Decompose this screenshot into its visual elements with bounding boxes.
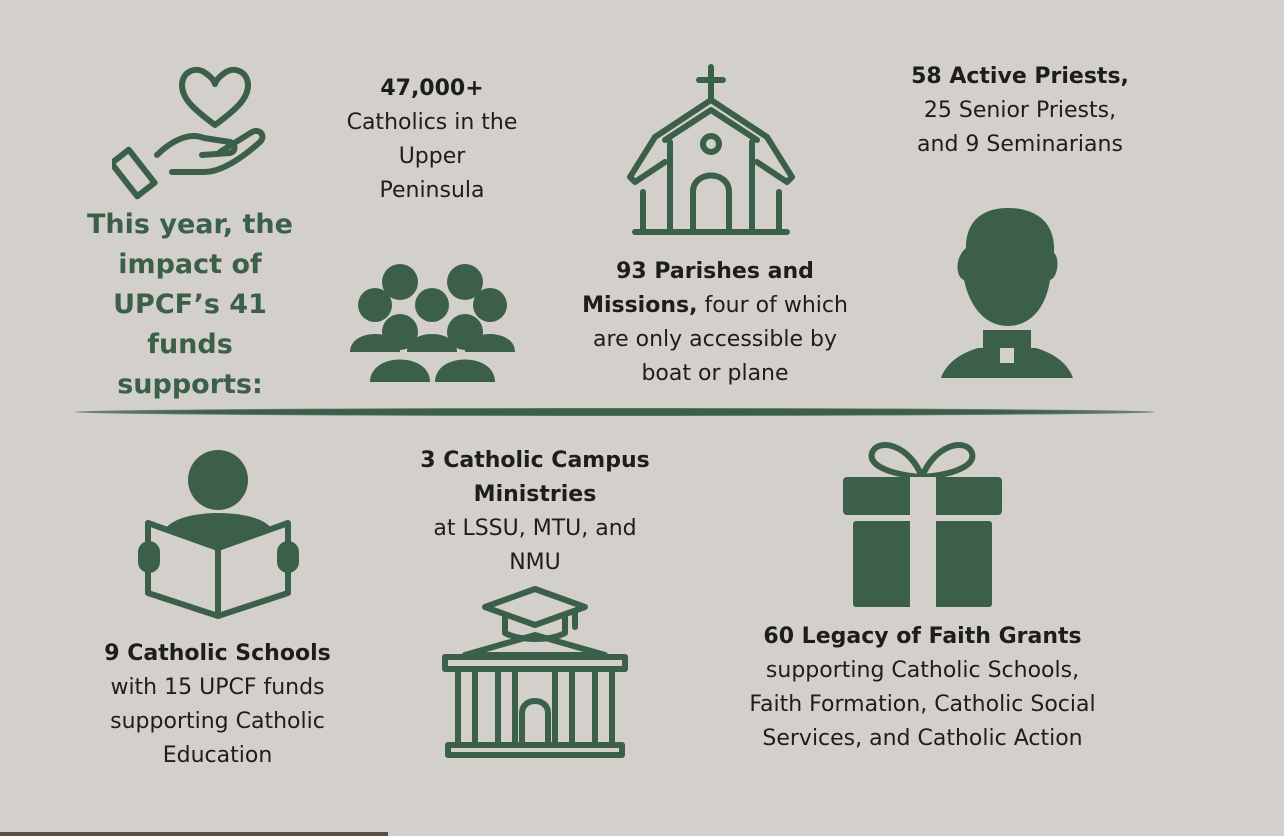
headline-line: UPCF’s 41 [113,289,267,320]
stat-text: are only accessible by [593,327,837,352]
stat-value: 3 Catholic Campus [420,448,650,473]
heart-hand-icon [112,66,266,200]
priests-stat: 58 Active Priests, 25 Senior Priests, an… [880,60,1160,162]
people-group-icon [350,264,515,382]
headline-line: impact of [118,249,262,280]
stat-text: NMU [509,550,561,575]
gift-icon [843,442,1002,607]
stat-text: supporting Catholic [110,709,325,734]
stat-text: boat or plane [641,361,789,386]
schools-stat: 9 Catholic Schools with 15 UPCF funds su… [75,637,360,773]
stat-text: with 15 UPCF funds [110,675,325,700]
stat-value: 58 Active Priests, [911,64,1129,89]
stat-text: Education [162,743,273,768]
headline-line: supports: [117,369,263,400]
stat-text: Peninsula [379,178,485,203]
stat-value: 9 Catholic Schools [104,641,331,666]
stat-text: and 9 Seminarians [917,132,1123,157]
headline-line: This year, the [87,209,293,240]
grants-stat: 60 Legacy of Faith Grants supporting Cat… [700,620,1145,756]
stat-text: Upper [398,144,466,169]
stat-text: 25 Senior Priests, [923,98,1117,123]
priest-icon [941,208,1073,378]
headline-line: funds [147,329,233,360]
stat-value: Missions, [582,293,698,318]
stat-text: at LSSU, MTU, and [433,516,637,541]
campus-stat: 3 Catholic Campus Ministries at LSSU, MT… [385,444,685,580]
headline: This year, the impact of UPCF’s 41 funds… [70,205,310,405]
stat-text: Faith Formation, Catholic Social [749,692,1096,717]
stat-value: 47,000+ [380,76,484,101]
stat-text: supporting Catholic Schools, [765,658,1080,683]
stat-value: 60 Legacy of Faith Grants [763,624,1082,649]
stat-text: Services, and Catholic Action [762,726,1083,751]
stat-text: four of which [697,293,848,318]
stat-value: Ministries [473,482,597,507]
section-divider [75,408,1155,416]
bottom-edge [0,832,388,836]
parishes-stat: 93 Parishes and Missions, four of which … [555,255,875,391]
stat-value: 93 Parishes and [616,259,814,284]
reader-icon [138,450,299,619]
stat-text: Catholics in the [346,110,518,135]
catholics-stat: 47,000+ Catholics in the Upper Peninsula [312,72,552,208]
church-icon [627,64,795,235]
university-icon [442,586,628,758]
